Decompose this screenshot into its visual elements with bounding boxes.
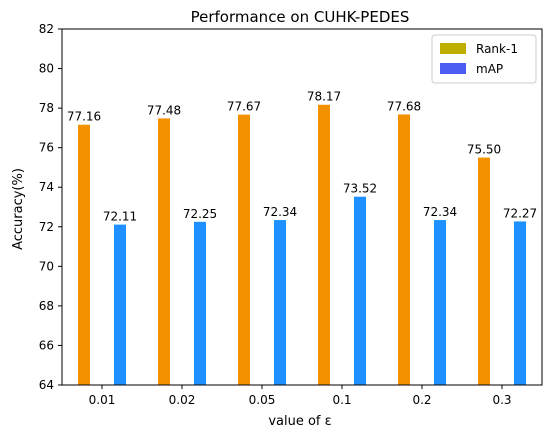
y-tick-label: 74: [39, 180, 54, 194]
legend-swatch-map: [440, 63, 466, 74]
plot-frame: [61, 28, 543, 386]
legend-label-rank-1: Rank-1: [476, 42, 518, 56]
bar-rank-1-0.2: [398, 114, 410, 385]
data-label: 75.50: [467, 143, 501, 157]
y-tick-label: 82: [39, 22, 54, 36]
y-tick-label: 72: [39, 220, 54, 234]
data-label: 72.27: [503, 206, 537, 220]
plot-area: 77.16 72.11 0.01 77.48 72.25 0.02 77.67 72.34 0.…: [39, 22, 543, 407]
x-tick-label: 0.2: [412, 393, 431, 407]
bar-map-0.01: [114, 224, 126, 385]
data-label: 72.11: [103, 210, 137, 224]
x-tick-label: 0.02: [169, 393, 196, 407]
y-tick-label: 80: [39, 62, 54, 76]
bar-map-0.1: [354, 196, 366, 385]
bar-rank-1-0.01: [78, 124, 90, 386]
chart-title: Performance on CUHK-PEDES: [191, 8, 410, 26]
y-axis-label: Accuracy(%): [11, 168, 26, 250]
legend-label-map: mAP: [476, 62, 503, 76]
y-tick-label: 78: [39, 101, 54, 115]
data-label: 72.25: [183, 207, 217, 221]
x-tick-label: 0.01: [89, 393, 116, 407]
y-tick-label: 64: [39, 378, 54, 392]
data-label: 72.34: [263, 205, 297, 219]
data-label: 77.16: [67, 110, 101, 124]
data-label: 73.52: [343, 182, 377, 196]
bar-rank-1-0.1: [318, 104, 330, 385]
x-tick-label: 0.3: [492, 393, 511, 407]
bar-rank-1-0.05: [238, 114, 250, 385]
bar-map-0.05: [274, 220, 286, 385]
y-tick-label: 68: [39, 299, 54, 313]
bar-rank-1-0.02: [158, 118, 170, 385]
bar-rank-1-0.3: [478, 157, 490, 385]
data-label: 72.34: [423, 205, 457, 219]
x-tick-label: 0.1: [332, 393, 351, 407]
y-tick-label: 76: [39, 141, 54, 155]
data-label: 77.67: [227, 100, 261, 114]
data-label: 77.68: [387, 99, 421, 113]
x-tick-label: 0.05: [249, 393, 276, 407]
bar-map-0.02: [194, 221, 206, 385]
legend-swatch-rank-1: [440, 43, 466, 54]
data-label: 77.48: [147, 103, 181, 117]
data-label: 78.17: [307, 90, 341, 104]
y-tick-label: 66: [39, 338, 54, 352]
y-tick-label: 70: [39, 259, 54, 273]
x-axis-label: value of ε: [268, 414, 331, 429]
bar-map-0.3: [514, 221, 526, 385]
bar-map-0.2: [434, 220, 446, 385]
